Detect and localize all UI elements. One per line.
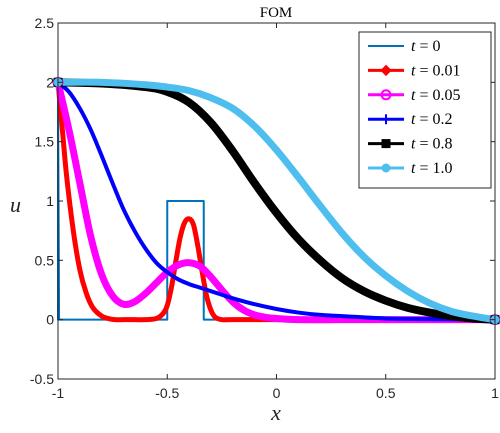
legend-marker-3 xyxy=(381,114,391,125)
legend-label-5: t = 1.0 xyxy=(411,160,452,177)
series-layer xyxy=(52,76,500,326)
legend-label-1: t = 0.01 xyxy=(411,62,460,79)
legend-label-value: = 0.2 xyxy=(415,111,452,128)
legend-label-3: t = 0.2 xyxy=(411,111,452,128)
legend-label-value: = 0 xyxy=(415,38,440,55)
x-axis: -1 -0.5 0 0.5 1 xyxy=(52,23,499,401)
legend-label-var: t xyxy=(411,38,416,55)
chart-title: FOM xyxy=(260,5,293,21)
y-tick-label: -0.5 xyxy=(30,371,54,387)
y-tick-label: 2.5 xyxy=(35,15,55,31)
legend-marker-5 xyxy=(381,163,391,173)
legend-label-4: t = 0.8 xyxy=(411,136,452,153)
legend-label-value: = 0.05 xyxy=(415,87,460,104)
legend-label-0: t = 0 xyxy=(411,38,440,55)
legend-label-var: t xyxy=(411,87,416,104)
legend-box xyxy=(358,31,492,189)
legend-label-var: t xyxy=(411,160,416,177)
x-tick-label: 0 xyxy=(273,385,281,401)
y-tick-label: 1.5 xyxy=(35,134,55,150)
x-axis-label: x xyxy=(270,400,281,425)
legend-label-2: t = 0.05 xyxy=(411,87,460,104)
y-tick-label: 1 xyxy=(46,193,54,209)
y-tick-label: 0 xyxy=(46,312,54,328)
x-tick-label: 0.5 xyxy=(376,385,396,401)
legend: t = 0t = 0.01t = 0.05t = 0.2t = 0.8t = 1… xyxy=(358,31,492,189)
legend-label-var: t xyxy=(411,62,416,79)
x-tick-label: -1 xyxy=(52,385,65,401)
y-tick-label: 2 xyxy=(46,74,54,90)
x-tick-label: 1 xyxy=(491,385,499,401)
legend-marker-2 xyxy=(380,89,392,101)
series-line-4 xyxy=(54,78,499,324)
series-line-3 xyxy=(56,80,497,322)
legend-label-var: t xyxy=(411,111,416,128)
x-tick-label: -0.5 xyxy=(155,385,179,401)
legend-label-var: t xyxy=(411,136,416,153)
legend-marker-1 xyxy=(380,64,392,77)
legend-label-value: = 0.8 xyxy=(415,136,452,153)
series-line-1 xyxy=(55,79,498,323)
legend-marker-4 xyxy=(381,139,391,149)
y-axis: -0.5 0 0.5 1 1.5 2 2.5 xyxy=(30,15,495,387)
y-axis-label: u xyxy=(10,192,21,217)
y-tick-label: 0.5 xyxy=(35,252,55,268)
legend-label-value: = 1.0 xyxy=(415,160,452,177)
series-line-2 xyxy=(54,78,499,324)
series-line-5 xyxy=(54,78,499,324)
legend-label-value: = 0.01 xyxy=(415,62,460,79)
